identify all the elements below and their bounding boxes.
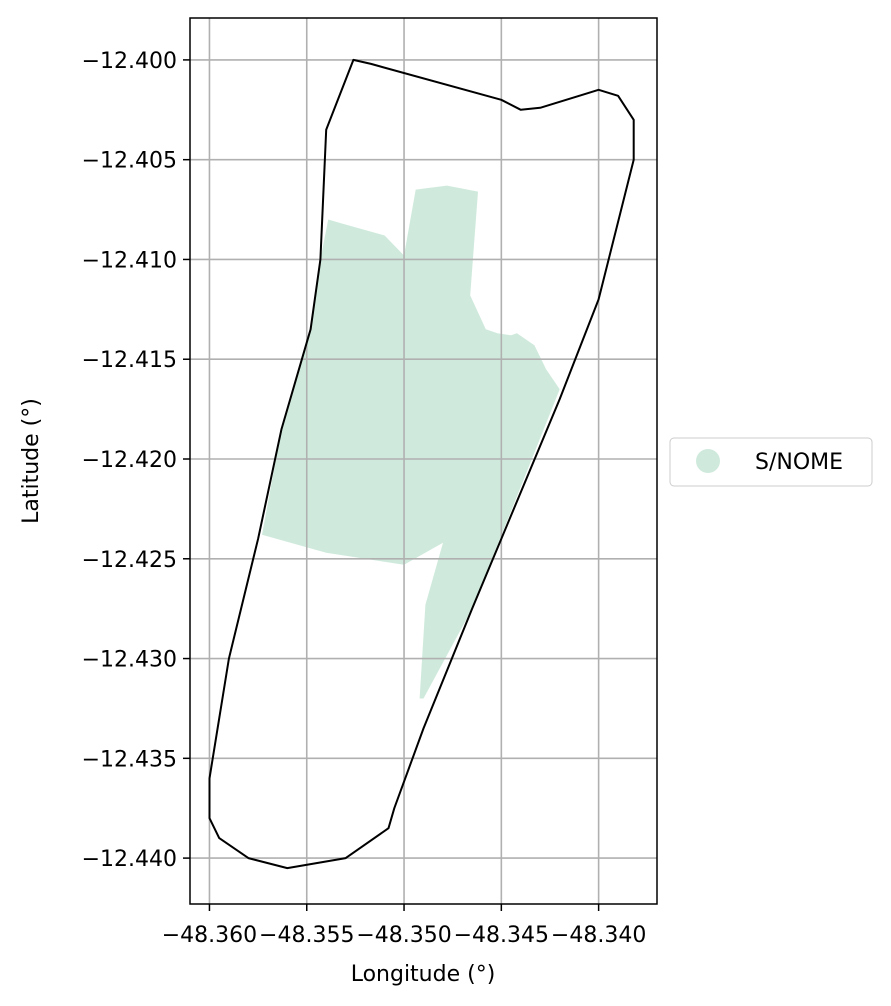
legend: S/NOME [669,437,873,487]
legend-box [669,437,873,487]
y-tick-label-1: −12.405 [82,149,177,174]
y-tick-label-7: −12.435 [82,747,177,772]
legend-label-s-nome: S/NOME [755,450,843,475]
axes-frame [189,17,658,905]
x-tick-label-4: −48.340 [551,923,646,948]
x-tick-label-3: −48.345 [454,923,549,948]
y-tick-label-3: −12.415 [82,348,177,373]
grid-layer [190,18,657,904]
regions-layer [262,185,560,699]
x-axis-label: Longitude (°) [351,962,496,987]
municipality-boundary [208,58,635,870]
plot-area [189,17,658,905]
y-axis-ticks: −12.400 −12.405 −12.410 −12.415 −12.420 −12.4… [82,49,190,872]
x-axis-ticks: −48.360 −48.355 −48.350 −48.345 −48.340 [162,904,646,948]
boundary-layer [208,58,635,870]
legend-marker-s-nome [696,449,720,473]
y-tick-label-0: −12.400 [82,49,177,74]
y-tick-label-8: −12.440 [82,847,177,872]
region-polygon-0 [262,185,560,699]
y-axis-label: Latitude (°) [19,398,44,524]
y-tick-label-5: −12.425 [82,548,177,573]
y-tick-label-6: −12.430 [82,648,177,673]
y-tick-label-2: −12.410 [82,248,177,273]
x-tick-label-0: −48.360 [162,923,257,948]
y-tick-label-4: −12.420 [82,448,177,473]
x-tick-label-2: −48.350 [356,923,451,948]
x-tick-label-1: −48.355 [259,923,354,948]
